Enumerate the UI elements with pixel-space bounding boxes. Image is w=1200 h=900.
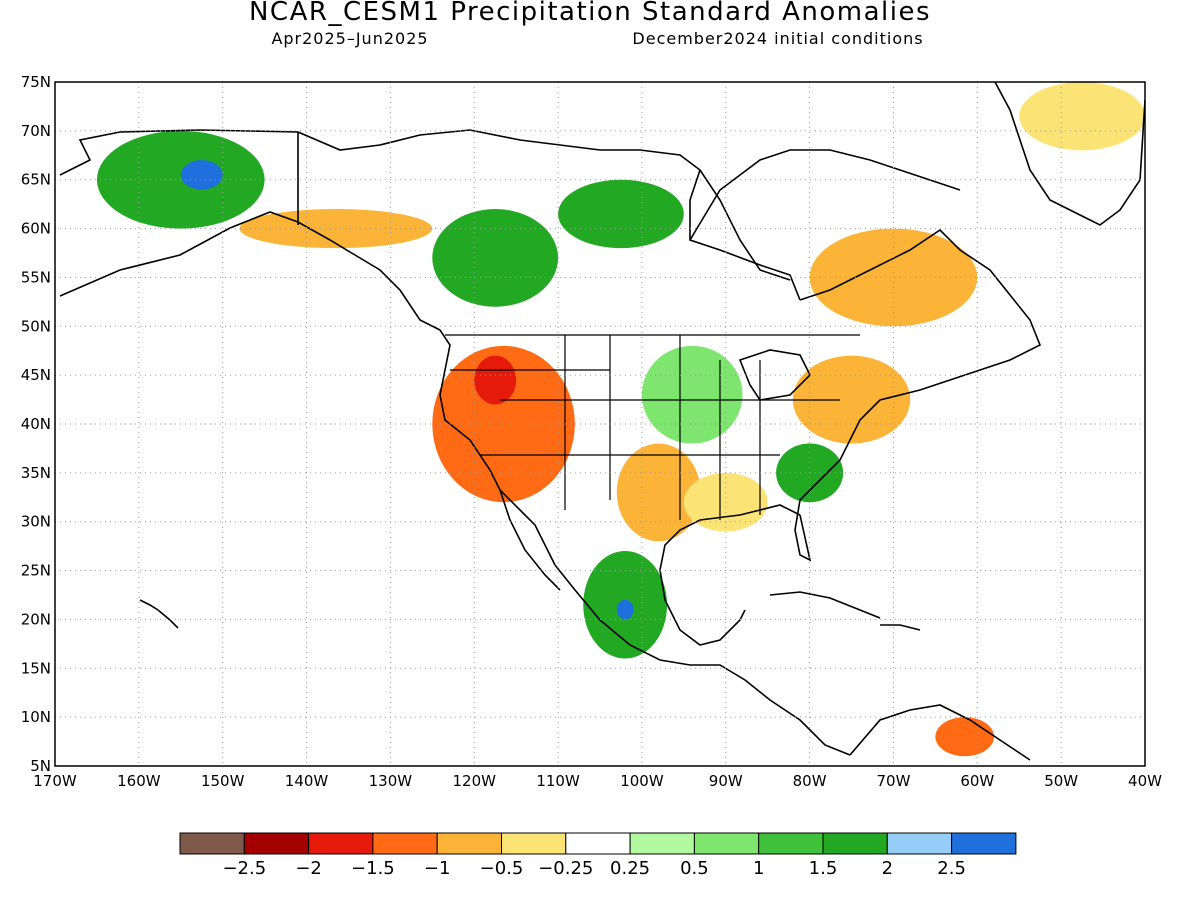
lat-tick-label: 45N	[21, 366, 51, 384]
colorbar-swatch	[629, 832, 695, 855]
colorbar-swatch	[758, 832, 824, 855]
colorbar-label: 1.5	[809, 858, 838, 879]
lon-tick-label: 170W	[33, 772, 77, 790]
lon-tick-label: 60W	[960, 772, 994, 790]
colorbar-label: 1	[753, 858, 764, 879]
subtitle-right: December2024 initial conditions	[632, 29, 923, 48]
colorbar-swatch	[436, 832, 503, 855]
lon-tick-label: 120W	[452, 772, 496, 790]
colorbar-label: −0.25	[538, 858, 593, 879]
colorbar-label: −2	[295, 858, 322, 879]
colorbar-swatch	[179, 832, 245, 855]
colorbar-swatch	[372, 832, 438, 855]
anomaly-region-us-west-dry	[432, 345, 575, 503]
anomaly-region-greenland-dry	[1019, 82, 1145, 151]
graticule-grid	[55, 82, 1145, 766]
lon-tick-label: 50W	[1044, 772, 1078, 790]
lat-tick-label: 60N	[21, 220, 51, 238]
lon-tick-label: 110W	[536, 772, 580, 790]
lat-tick-label: 5N	[30, 757, 51, 775]
lat-tick-label: 50N	[21, 317, 51, 335]
lon-tick-label: 150W	[201, 772, 245, 790]
anomaly-region-venezuela-dry	[935, 717, 995, 757]
lon-tick-label: 80W	[793, 772, 827, 790]
subtitle-left: Apr2025–Jun2025	[271, 29, 428, 48]
lat-tick-label: 30N	[21, 513, 51, 531]
colorbar-legend: −2.5 −2 −1.5 −1 −0.5 −0.25 0.25 0.5 1 1.5 2 2.5	[179, 832, 1017, 879]
anomaly-region-alaska-wet-core	[180, 160, 223, 190]
lat-tick-label: 20N	[21, 610, 51, 628]
lat-tick-label: 35N	[21, 464, 51, 482]
lon-tick-label: 160W	[117, 772, 161, 790]
lon-tick-label: 40W	[1128, 772, 1162, 790]
anomaly-fill-layer	[96, 82, 1145, 757]
colorbar-swatch	[951, 832, 1017, 855]
anomaly-region-canada-nw-wet	[432, 209, 559, 307]
lon-tick-label: 70W	[877, 772, 911, 790]
colorbar-swatch	[501, 832, 567, 855]
anomaly-region-n-plains-wet	[641, 345, 743, 444]
colorbar-label: 2	[882, 858, 893, 879]
lat-tick-label: 70N	[21, 122, 51, 140]
latitude-axis-labels: 75N 70N 65N 60N 55N 50N 45N 40N 35N 30N 25N 20N 15N 1…	[21, 73, 51, 775]
longitude-axis-labels: 170W 160W 150W 140W 130W 120W 110W 100W 90W 80W 70…	[33, 772, 1162, 790]
colorbar-label: 2.5	[937, 858, 966, 879]
lat-tick-label: 40N	[21, 415, 51, 433]
coastline-outlines	[59, 82, 1145, 761]
lat-tick-label: 15N	[21, 659, 51, 677]
anomaly-region-hudson-wet	[558, 179, 684, 249]
lat-tick-label: 55N	[21, 268, 51, 286]
lon-tick-label: 130W	[369, 772, 413, 790]
colorbar-label: −0.5	[480, 858, 524, 879]
lon-tick-label: 90W	[709, 772, 743, 790]
anomaly-region-great-basin-dry-core	[474, 355, 517, 405]
lon-tick-label: 140W	[285, 772, 329, 790]
colorbar-label: −2.5	[222, 858, 266, 879]
political-borders	[445, 334, 860, 520]
map-title: NCAR_CESM1 Precipitation Standard Anomal…	[249, 0, 931, 27]
colorbar-swatch	[308, 832, 374, 855]
lat-tick-label: 75N	[21, 73, 51, 91]
map-frame	[54, 81, 1146, 767]
colorbar-label: 0.25	[610, 858, 650, 879]
colorbar-swatch	[565, 832, 631, 855]
colorbar-swatch	[822, 832, 888, 855]
colorbar-label: −1	[424, 858, 451, 879]
colorbar-swatch	[243, 832, 310, 855]
anomaly-region-mexico-wet-core	[616, 599, 634, 620]
lat-tick-label: 65N	[21, 171, 51, 189]
colorbar-label: −1.5	[351, 858, 395, 879]
lat-tick-label: 10N	[21, 708, 51, 726]
colorbar-label: 0.5	[680, 858, 709, 879]
lon-tick-label: 100W	[620, 772, 664, 790]
colorbar-swatch	[693, 832, 760, 855]
anomaly-region-northeast-dry	[792, 355, 911, 444]
lat-tick-label: 25N	[21, 562, 51, 580]
colorbar-swatch	[886, 832, 953, 855]
